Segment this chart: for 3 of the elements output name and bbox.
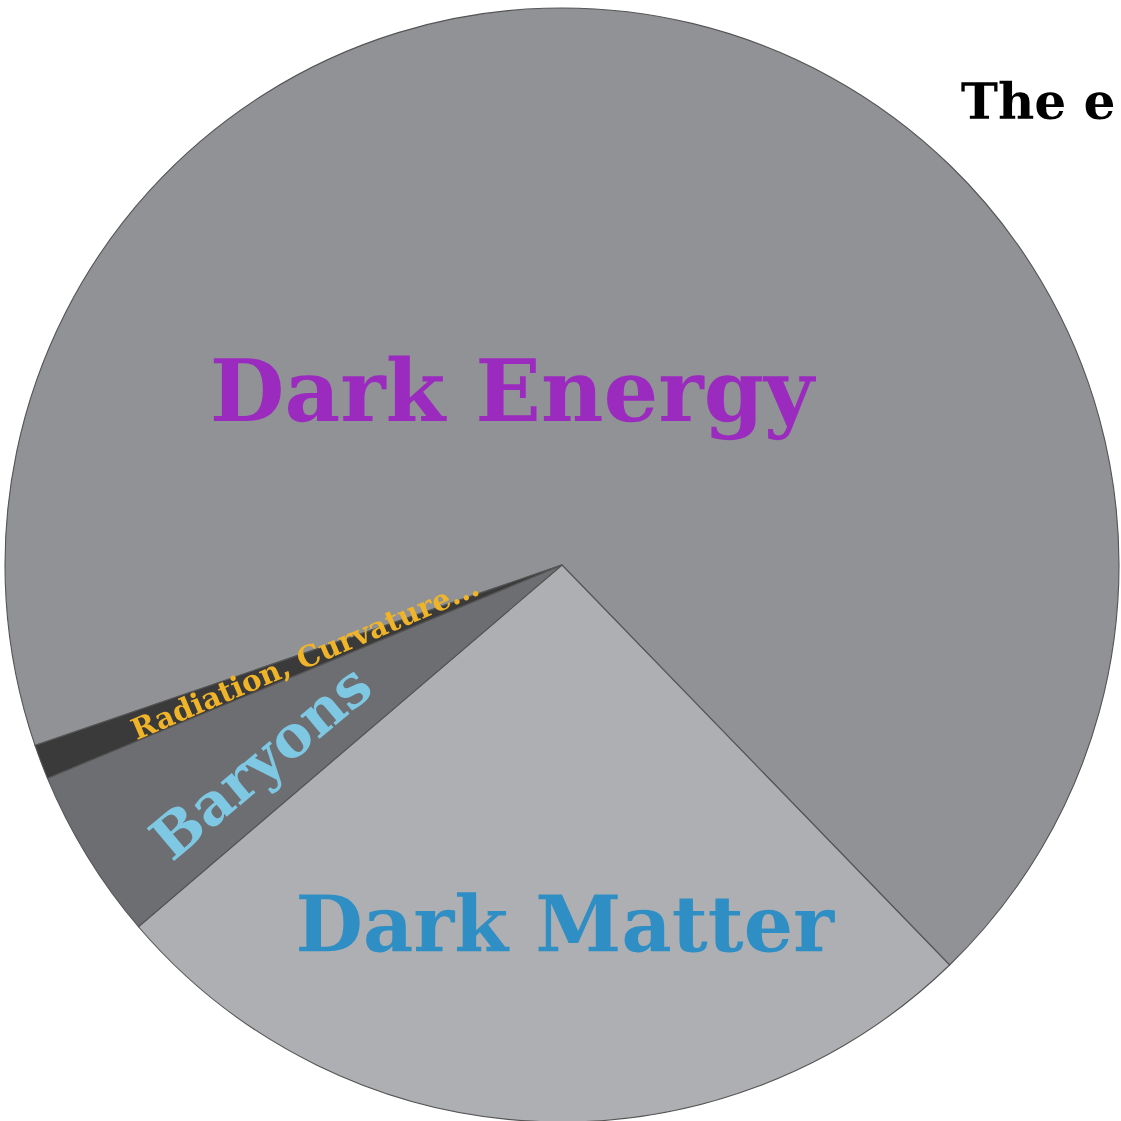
slice-label: Dark Energy <box>213 355 816 441</box>
text: The e <box>961 80 1114 120</box>
slice-label: Dark Matter <box>299 892 835 953</box>
